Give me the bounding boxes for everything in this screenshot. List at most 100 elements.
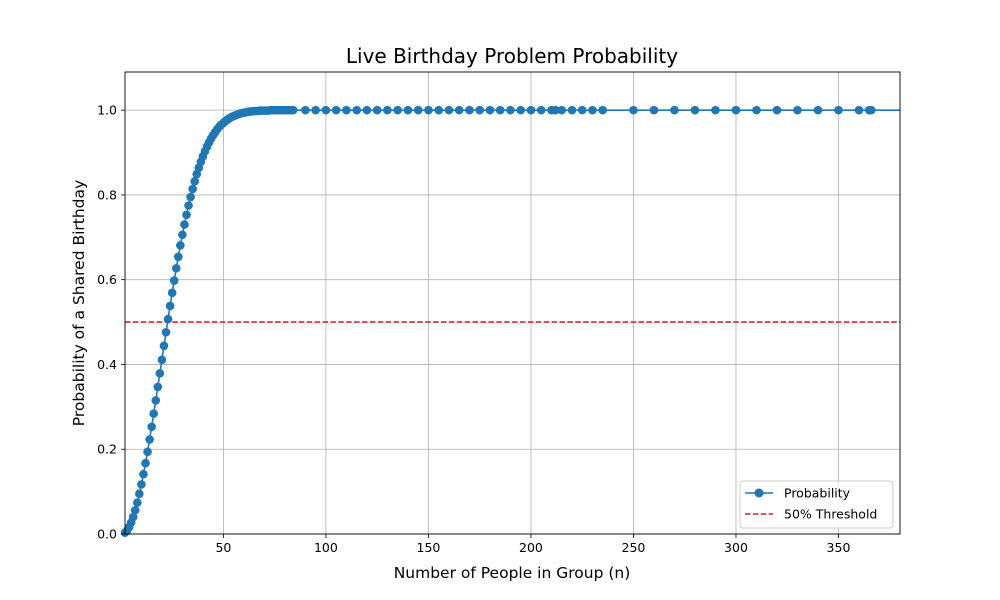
probability-point [690, 105, 700, 115]
probability-point [153, 382, 163, 392]
x-tick-label: 100 [314, 540, 338, 555]
probability-point [485, 105, 495, 115]
legend-probability-label: Probability [784, 486, 851, 501]
probability-point [163, 314, 173, 324]
probability-point [403, 105, 413, 115]
probability-point [434, 105, 443, 115]
probability-point [495, 105, 505, 115]
probability-point [137, 480, 146, 489]
x-ticks: 50 100 150 200 250 300 350 [215, 534, 850, 555]
probability-point [567, 105, 577, 115]
probability-point [147, 422, 156, 432]
y-tick-label: 0.2 [97, 442, 117, 457]
probability-point [161, 327, 171, 337]
y-tick-label: 0.0 [97, 527, 117, 542]
x-axis-label: Number of People in Group (n) [394, 564, 631, 582]
probability-point [793, 105, 802, 115]
probability-point [711, 105, 720, 115]
axes-frame [124, 71, 901, 535]
probability-point [288, 105, 298, 115]
probability-point [165, 301, 175, 311]
probability-point [176, 241, 185, 250]
probability-point [184, 201, 193, 210]
y-tick-label: 1.0 [97, 103, 117, 118]
probability-point [321, 105, 331, 115]
probability-point [536, 105, 546, 115]
probability-point [772, 105, 782, 115]
probability-point [752, 105, 761, 115]
probability-point [188, 184, 197, 194]
y-tick-label: 0.8 [97, 187, 117, 202]
probability-point [598, 105, 608, 115]
probability-point [834, 105, 843, 115]
probability-point [352, 105, 361, 115]
probability-point [301, 105, 310, 115]
probability-point [331, 105, 341, 115]
probability-point [362, 105, 372, 115]
probability-point [171, 263, 181, 273]
plot-frame [124, 71, 901, 535]
probability-point [180, 220, 189, 229]
probability-point [169, 276, 179, 285]
probability-series [120, 105, 900, 538]
x-tick-label: 150 [417, 540, 441, 555]
probability-point [588, 105, 597, 115]
x-tick-label: 250 [622, 540, 646, 555]
probability-point [155, 369, 165, 378]
x-tick-label: 300 [724, 540, 748, 555]
probability-point [444, 105, 454, 115]
probability-point [178, 230, 187, 240]
legend-threshold-label: 50% Threshold [784, 507, 877, 522]
probability-point [141, 458, 150, 468]
probability-point [670, 105, 679, 115]
probability-point [167, 288, 177, 298]
probability-point [133, 498, 142, 507]
probability-point [157, 355, 167, 365]
probability-point [135, 489, 144, 499]
chart-title: Live Birthday Problem Probability [346, 44, 678, 68]
probability-point [159, 341, 169, 351]
probability-point [649, 105, 659, 115]
probability-point [526, 105, 536, 115]
probability-point [393, 105, 402, 115]
probability-point [186, 192, 195, 202]
legend-box [739, 480, 894, 529]
y-tick-label: 0.4 [97, 357, 117, 372]
probability-point [342, 105, 351, 115]
probability-point [130, 505, 140, 515]
probability-point [149, 409, 159, 418]
probability-point [866, 105, 876, 115]
probability-point [424, 105, 433, 115]
probability-point [577, 105, 587, 115]
probability-point [506, 105, 515, 115]
y-axis-label: Probability of a Shared Birthday [70, 180, 88, 426]
probability-point [731, 105, 741, 115]
probability-point [557, 105, 567, 115]
probability-point [516, 105, 526, 115]
probability-point [813, 105, 823, 115]
probability-point [854, 105, 864, 115]
probability-point [629, 105, 638, 115]
y-tick-label: 0.6 [97, 272, 117, 287]
probability-point [145, 435, 154, 444]
probability-point [475, 105, 484, 115]
legend-probability-marker [754, 488, 764, 498]
probability-point [151, 396, 161, 405]
probability-point [190, 177, 200, 186]
legend: Probability 50% Threshold [739, 480, 894, 529]
x-tick-label: 350 [827, 540, 851, 555]
probability-point [128, 512, 138, 522]
y-ticks: 0.0 0.2 0.4 0.6 0.8 1.0 [97, 103, 125, 542]
probability-point [139, 469, 148, 479]
x-tick-label: 50 [215, 540, 231, 555]
probability-point [413, 105, 423, 115]
probability-point [143, 447, 152, 457]
probability-point [383, 105, 392, 115]
probability-point [465, 105, 474, 115]
x-tick-label: 200 [519, 540, 543, 555]
probability-point [372, 105, 382, 115]
probability-point [182, 210, 191, 220]
probability-point [454, 105, 464, 115]
probability-point [551, 105, 560, 115]
